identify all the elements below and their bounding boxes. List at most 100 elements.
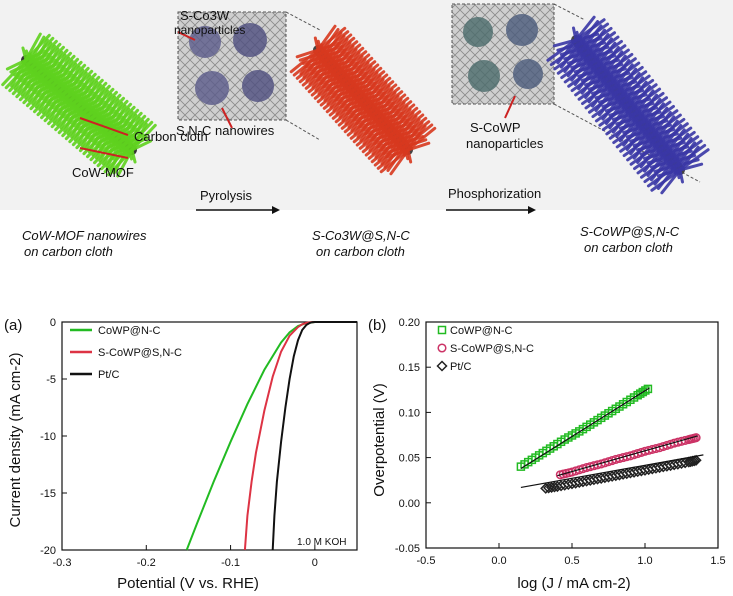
nanowire xyxy=(367,96,374,112)
chart-b-series xyxy=(516,384,704,494)
nanowire xyxy=(587,81,613,91)
x-tick-label: 0.0 xyxy=(491,555,506,567)
nanowire xyxy=(665,143,672,159)
panel-b-label: (b) xyxy=(368,317,386,334)
nanowire xyxy=(655,130,661,146)
nanowire xyxy=(310,71,341,97)
caption-co3w-2: on carbon cloth xyxy=(316,244,405,259)
nanowire xyxy=(340,105,371,130)
carbon-cloth-arrow xyxy=(79,117,129,136)
x-tick-label: -0.3 xyxy=(53,557,72,569)
nanowire xyxy=(74,91,81,107)
nanowire xyxy=(97,136,120,149)
nanowire xyxy=(622,125,647,134)
nanowire xyxy=(649,159,675,169)
nanowire xyxy=(597,94,623,104)
nanowire xyxy=(334,59,341,75)
legend-label: Pt/C xyxy=(98,369,119,381)
nanowire xyxy=(641,113,647,129)
nanowire xyxy=(355,83,362,99)
nanowire xyxy=(653,164,679,173)
nanowire xyxy=(373,141,404,167)
nanowire xyxy=(573,64,599,74)
nanowire xyxy=(307,68,338,94)
s-cowp-bundle xyxy=(546,15,710,195)
nanowire xyxy=(648,121,654,137)
nanowire xyxy=(376,138,401,149)
data-point xyxy=(685,456,697,468)
nanowire xyxy=(35,58,42,74)
nanowire xyxy=(48,94,70,107)
nanowire xyxy=(582,39,588,55)
nanowire xyxy=(41,88,63,101)
nanowire xyxy=(56,76,63,92)
nanowire xyxy=(403,136,410,152)
data-point xyxy=(643,384,653,394)
caption-cow-mof-1: CoW-MOF nanowires xyxy=(22,228,147,243)
nanowire xyxy=(658,134,665,150)
nanowire xyxy=(584,77,609,87)
nanowire xyxy=(358,118,383,129)
nanowire xyxy=(301,61,332,87)
nanowire xyxy=(406,124,427,152)
nanowire xyxy=(295,55,326,80)
cowp-nanoparticles-label: nanoparticles xyxy=(466,136,544,151)
nanowire xyxy=(352,118,383,144)
nanowire xyxy=(55,100,77,113)
nanowire xyxy=(608,107,633,117)
nanowire xyxy=(325,88,356,114)
nanowire xyxy=(39,61,46,77)
series-line-2 xyxy=(271,321,357,551)
nanowire xyxy=(77,94,85,110)
nanowire xyxy=(650,168,682,192)
nanowire xyxy=(559,47,585,56)
nanowire xyxy=(672,152,679,168)
nanowire xyxy=(610,74,616,90)
nanowire xyxy=(572,26,578,42)
nanowire xyxy=(656,168,682,178)
nanowire xyxy=(325,81,350,92)
zoom-inset-co3w xyxy=(177,11,321,141)
nanowire xyxy=(364,131,395,157)
nanowire xyxy=(334,91,359,102)
nanowire xyxy=(575,30,581,46)
nanowire xyxy=(298,58,329,84)
nanowire xyxy=(51,97,74,110)
legend-label: CoWP@N-C xyxy=(450,325,513,337)
nanowire xyxy=(304,58,329,69)
nanowire xyxy=(331,95,362,120)
cow-mof-label: CoW-MOF xyxy=(72,165,134,180)
nanowire xyxy=(76,118,99,131)
nanowire xyxy=(636,142,661,152)
y-tick-label: 0 xyxy=(50,317,56,329)
nanowire xyxy=(328,53,335,69)
nanowire xyxy=(23,73,46,86)
y-tick-label: -10 xyxy=(40,431,56,443)
nanowire xyxy=(629,133,654,143)
nanowire xyxy=(331,56,338,72)
nanowire xyxy=(313,75,344,100)
nanowire xyxy=(319,81,350,107)
nanowire xyxy=(322,78,347,89)
y-tick-label: 0.15 xyxy=(399,362,420,374)
y-tick-label: 0.05 xyxy=(399,453,420,465)
nanowire xyxy=(632,138,658,147)
nanowire xyxy=(85,100,92,116)
y-tick-label: 0.10 xyxy=(399,407,420,419)
nanowire xyxy=(376,106,383,122)
chart-b-ticks: -0.5 0.0 0.5 1.0 1.5 -0.05 0.00 0.05 0.10 0.15 0.2… xyxy=(395,317,726,567)
nanowire xyxy=(340,98,365,109)
nanowire xyxy=(104,142,127,155)
nanowire xyxy=(343,69,350,85)
s-co3w-bundle xyxy=(289,24,437,176)
phosphorization-arrowhead xyxy=(528,206,536,214)
y-tick-label: 0.00 xyxy=(399,498,420,510)
nanowire xyxy=(325,49,332,65)
nanowire xyxy=(313,68,338,79)
nanowire xyxy=(60,79,67,95)
caption-cow-mof-2: on carbon cloth xyxy=(24,244,113,259)
nanowire xyxy=(307,61,332,72)
nanowire xyxy=(367,135,398,160)
nanowire xyxy=(37,85,60,98)
blue-nanowires xyxy=(546,15,710,195)
